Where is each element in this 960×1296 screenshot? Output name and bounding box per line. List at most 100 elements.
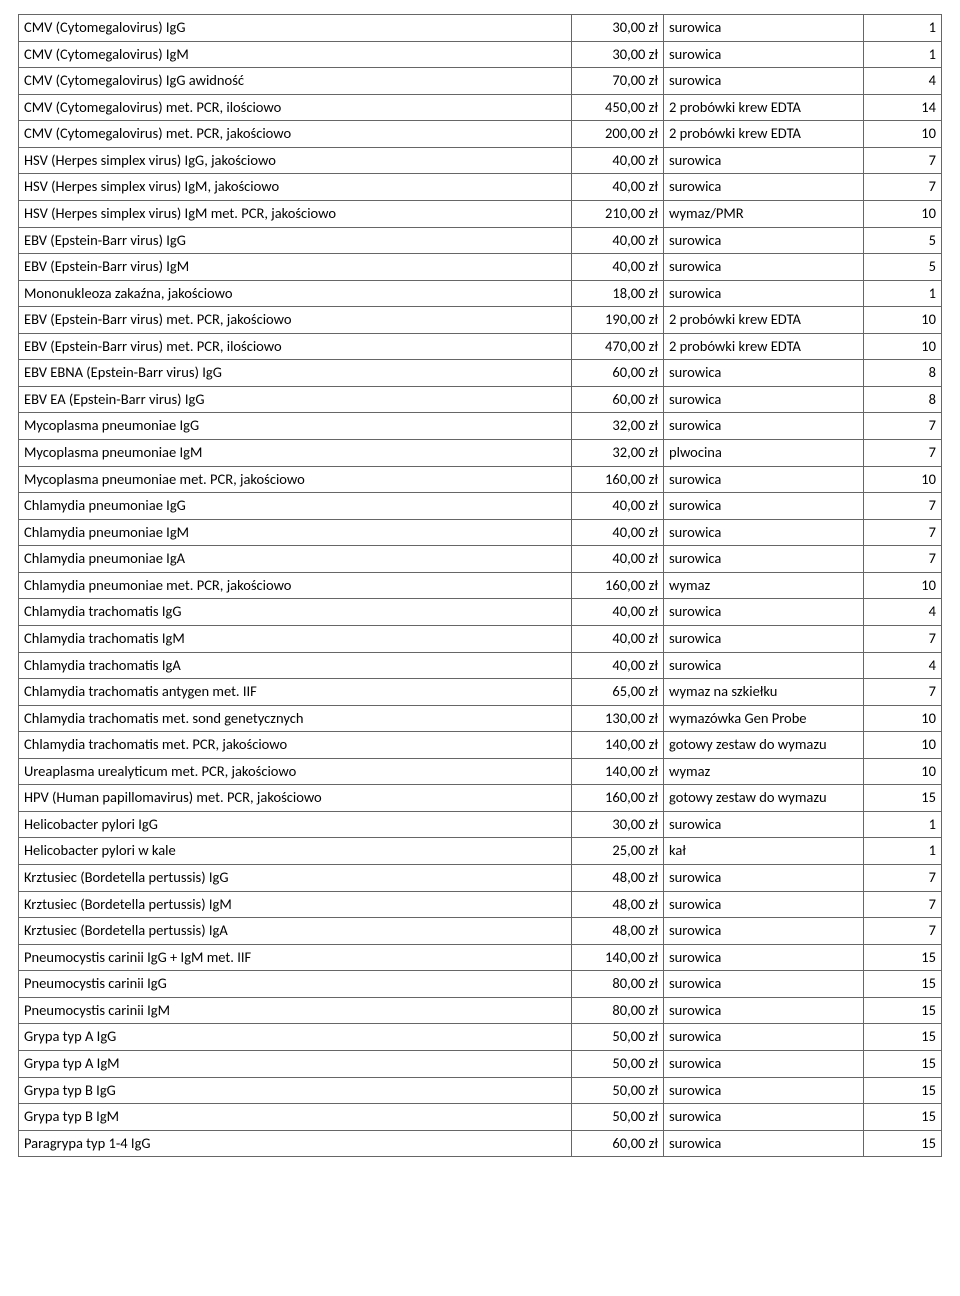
cell-name: Pneumocystis carinii IgG + IgM met. IIF [19,944,572,971]
cell-days: 4 [864,599,942,626]
cell-material: surowica [664,918,864,945]
cell-price: 50,00 zł [572,1050,664,1077]
table-row: HSV (Herpes simplex virus) IgM met. PCR,… [19,200,942,227]
table-row: Chlamydia trachomatis met. PCR, jakościo… [19,732,942,759]
cell-price: 50,00 zł [572,1024,664,1051]
cell-price: 80,00 zł [572,971,664,998]
cell-days: 8 [864,360,942,387]
cell-price: 30,00 zł [572,811,664,838]
cell-name: Chlamydia trachomatis IgA [19,652,572,679]
cell-price: 160,00 zł [572,466,664,493]
cell-price: 40,00 zł [572,652,664,679]
cell-name: EBV EA (Epstein-Barr virus) IgG [19,386,572,413]
cell-price: 40,00 zł [572,519,664,546]
cell-days: 7 [864,493,942,520]
cell-name: Helicobacter pylori w kale [19,838,572,865]
cell-material: surowica [664,865,864,892]
cell-price: 40,00 zł [572,599,664,626]
cell-name: Mycoplasma pneumoniae met. PCR, jakościo… [19,466,572,493]
cell-days: 1 [864,838,942,865]
cell-material: surowica [664,971,864,998]
cell-name: CMV (Cytomegalovirus) IgG [19,15,572,42]
cell-price: 160,00 zł [572,785,664,812]
cell-material: surowica [664,254,864,281]
cell-name: Helicobacter pylori IgG [19,811,572,838]
table-row: CMV (Cytomegalovirus) IgG awidność70,00 … [19,68,942,95]
table-row: CMV (Cytomegalovirus) IgG30,00 złsurowic… [19,15,942,42]
cell-days: 4 [864,68,942,95]
cell-days: 14 [864,94,942,121]
cell-name: Chlamydia trachomatis met. PCR, jakościo… [19,732,572,759]
table-row: EBV (Epstein-Barr virus) IgG40,00 złsuro… [19,227,942,254]
table-row: CMV (Cytomegalovirus) met. PCR, ilościow… [19,94,942,121]
cell-days: 1 [864,15,942,42]
cell-name: Chlamydia trachomatis IgG [19,599,572,626]
cell-name: Mycoplasma pneumoniae IgM [19,440,572,467]
cell-material: gotowy zestaw do wymazu [664,785,864,812]
cell-name: CMV (Cytomegalovirus) IgM [19,41,572,68]
cell-name: Krztusiec (Bordetella pertussis) IgM [19,891,572,918]
cell-material: surowica [664,1024,864,1051]
cell-name: Grypa typ B IgM [19,1104,572,1131]
table-row: Krztusiec (Bordetella pertussis) IgM48,0… [19,891,942,918]
table-row: Grypa typ B IgG50,00 złsurowica15 [19,1077,942,1104]
cell-days: 7 [864,865,942,892]
cell-price: 140,00 zł [572,944,664,971]
cell-price: 25,00 zł [572,838,664,865]
cell-material: 2 probówki krew EDTA [664,307,864,334]
table-row: HSV (Herpes simplex virus) IgG, jakościo… [19,147,942,174]
cell-days: 1 [864,41,942,68]
cell-days: 7 [864,413,942,440]
cell-material: surowica [664,652,864,679]
cell-material: surowica [664,360,864,387]
table-row: Mycoplasma pneumoniae IgG32,00 złsurowic… [19,413,942,440]
table-row: Grypa typ A IgG50,00 złsurowica15 [19,1024,942,1051]
cell-days: 1 [864,280,942,307]
cell-price: 140,00 zł [572,732,664,759]
cell-price: 60,00 zł [572,1130,664,1157]
cell-days: 10 [864,758,942,785]
table-row: CMV (Cytomegalovirus) IgM30,00 złsurowic… [19,41,942,68]
table-row: EBV (Epstein-Barr virus) met. PCR, ilośc… [19,333,942,360]
cell-price: 190,00 zł [572,307,664,334]
cell-price: 48,00 zł [572,865,664,892]
cell-name: Chlamydia trachomatis met. sond genetycz… [19,705,572,732]
table-row: Pneumocystis carinii IgM80,00 złsurowica… [19,997,942,1024]
cell-name: CMV (Cytomegalovirus) IgG awidność [19,68,572,95]
cell-material: plwocina [664,440,864,467]
cell-material: 2 probówki krew EDTA [664,94,864,121]
table-row: EBV EBNA (Epstein-Barr virus) IgG60,00 z… [19,360,942,387]
cell-days: 15 [864,1077,942,1104]
cell-days: 7 [864,625,942,652]
cell-name: HPV (Human papillomavirus) met. PCR, jak… [19,785,572,812]
cell-price: 40,00 zł [572,493,664,520]
cell-material: surowica [664,891,864,918]
cell-days: 5 [864,227,942,254]
cell-material: 2 probówki krew EDTA [664,333,864,360]
cell-price: 48,00 zł [572,918,664,945]
table-row: Krztusiec (Bordetella pertussis) IgA48,0… [19,918,942,945]
table-row: Chlamydia trachomatis IgG40,00 złsurowic… [19,599,942,626]
cell-price: 160,00 zł [572,572,664,599]
cell-name: Chlamydia pneumoniae IgG [19,493,572,520]
cell-material: surowica [664,174,864,201]
table-row: Krztusiec (Bordetella pertussis) IgG48,0… [19,865,942,892]
cell-name: Krztusiec (Bordetella pertussis) IgG [19,865,572,892]
cell-material: surowica [664,519,864,546]
cell-name: EBV (Epstein-Barr virus) met. PCR, ilośc… [19,333,572,360]
cell-price: 18,00 zł [572,280,664,307]
cell-days: 10 [864,732,942,759]
cell-name: Pneumocystis carinii IgM [19,997,572,1024]
table-row: CMV (Cytomegalovirus) met. PCR, jakościo… [19,121,942,148]
cell-price: 210,00 zł [572,200,664,227]
cell-name: EBV (Epstein-Barr virus) met. PCR, jakoś… [19,307,572,334]
cell-material: surowica [664,466,864,493]
table-row: Chlamydia pneumoniae IgM40,00 złsurowica… [19,519,942,546]
cell-material: gotowy zestaw do wymazu [664,732,864,759]
cell-name: EBV (Epstein-Barr virus) IgG [19,227,572,254]
table-row: Chlamydia trachomatis IgM40,00 złsurowic… [19,625,942,652]
cell-material: surowica [664,147,864,174]
cell-price: 65,00 zł [572,679,664,706]
cell-name: Grypa typ A IgM [19,1050,572,1077]
cell-days: 10 [864,333,942,360]
